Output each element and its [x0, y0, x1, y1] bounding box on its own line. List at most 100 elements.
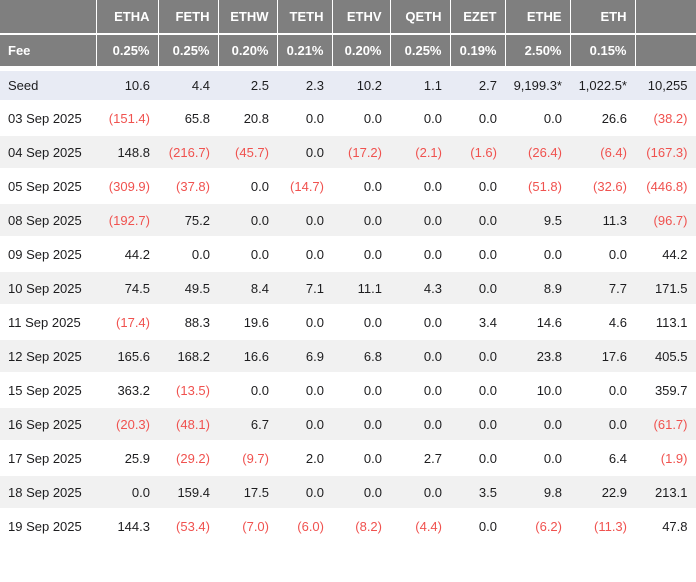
fee-cell: 0.19%	[449, 34, 505, 68]
flow-value-cell: (61.7)	[653, 416, 688, 432]
flow-value-cell: 0.0	[478, 246, 497, 262]
flow-value-cell: 0.0	[423, 178, 442, 194]
flow-value-cell: 11.3	[602, 212, 627, 228]
date-cell: 12 Sep 2025	[8, 348, 82, 364]
flow-value-cell: (29.2)	[176, 450, 210, 466]
fee-cell: 0.20%	[217, 34, 277, 68]
flow-value-cell: 65.8	[184, 110, 210, 126]
flow-value-cell: (38.2)	[653, 110, 688, 126]
seed-cell: 1,022.5*	[578, 77, 627, 93]
seed-row: Seed 10.6 4.4 2.5 2.3 10.2 1.1 2.7 9,199…	[0, 68, 696, 101]
flow-value-cell: 0.0	[478, 518, 497, 534]
seed-cell: 4.4	[191, 77, 210, 93]
flow-value-cell: 2.7	[423, 450, 442, 466]
seed-cell: 10.2	[356, 77, 382, 93]
flow-value-cell: (309.9)	[108, 178, 150, 194]
flow-value-cell: (17.4)	[116, 314, 150, 330]
flow-value-cell: 213.1	[654, 484, 688, 500]
table-row: 15 Sep 2025 363.2 (13.5) 0.0 0.0 0.0 0.0 0.0 10…	[0, 373, 696, 407]
date-cell: 09 Sep 2025	[8, 246, 82, 262]
table-row: 19 Sep 2025 144.3 (53.4) (7.0) (6.0) (8.2) (4…	[0, 509, 696, 543]
flow-value-cell: 0.0	[608, 382, 627, 398]
flow-value-cell: (6.4)	[600, 144, 627, 160]
etf-flows-table: ETHA FETH ETHW TETH ETHV QETH EZET ETHE …	[0, 0, 696, 544]
flow-value-cell: (446.8)	[646, 178, 688, 194]
seed-cell: 2.5	[250, 77, 269, 93]
flow-value-cell: (4.4)	[415, 518, 442, 534]
flow-value-cell: 0.0	[305, 382, 324, 398]
seed-row-label: Seed	[8, 77, 39, 93]
flow-value-cell: (37.8)	[176, 178, 210, 194]
flow-value-cell: 19.6	[243, 314, 269, 330]
flow-value-cell: 26.6	[601, 110, 627, 126]
flow-value-cell: 7.1	[305, 280, 324, 296]
column-header-qeth: QETH	[389, 0, 450, 34]
flow-value-cell: 363.2	[117, 382, 150, 398]
flow-value-cell: 0.0	[423, 382, 442, 398]
flow-value-cell: (2.1)	[415, 144, 442, 160]
flow-value-cell: 0.0	[363, 314, 382, 330]
flow-value-cell: 171.5	[654, 280, 688, 296]
flow-value-cell: 0.0	[305, 484, 324, 500]
flow-value-cell: 14.6	[536, 314, 562, 330]
fee-cell: 2.50%	[504, 34, 570, 68]
flow-value-cell: 0.0	[478, 212, 497, 228]
flow-value-cell: 0.0	[250, 246, 269, 262]
seed-cell: 2.7	[478, 77, 497, 93]
table-row: 16 Sep 2025 (20.3) (48.1) 6.7 0.0 0.0 0.0 0.0 0…	[0, 407, 696, 441]
flow-value-cell: (32.6)	[593, 178, 627, 194]
flow-value-cell: 0.0	[363, 110, 382, 126]
table-row: 18 Sep 2025 0.0 159.4 17.5 0.0 0.0 0.0 3.5 9.8 2…	[0, 475, 696, 509]
flow-value-cell: 159.4	[177, 484, 210, 500]
flow-value-cell: 0.0	[478, 416, 497, 432]
flow-value-cell: 9.8	[543, 484, 562, 500]
flow-value-cell: 6.9	[305, 348, 324, 364]
flow-value-cell: 0.0	[423, 110, 442, 126]
flow-value-cell: (1.9)	[660, 450, 688, 466]
flow-value-cell: 148.8	[117, 144, 150, 160]
date-cell: 11 Sep 2025	[8, 314, 81, 330]
flow-value-cell: (11.3)	[594, 518, 627, 534]
fee-row: Fee 0.25% 0.25% 0.20% 0.21% 0.20% 0.25% …	[0, 34, 696, 68]
date-cell: 18 Sep 2025	[8, 484, 82, 500]
flow-value-cell: 9.5	[543, 212, 562, 228]
flow-value-cell: 11.1	[357, 280, 382, 296]
flow-value-cell: 0.0	[543, 246, 562, 262]
flow-value-cell: 0.0	[305, 246, 324, 262]
fee-cell: 0.21%	[276, 34, 332, 68]
flow-value-cell: (151.4)	[108, 110, 150, 126]
flow-value-cell: 165.6	[117, 348, 150, 364]
flow-value-cell: 47.8	[662, 518, 688, 534]
flow-value-cell: 0.0	[608, 246, 627, 262]
seed-cell: 2.3	[305, 77, 324, 93]
flow-value-cell: 74.5	[124, 280, 150, 296]
column-header-ethe: ETHE	[504, 0, 570, 34]
table-row: 04 Sep 2025 148.8 (216.7) (45.7) 0.0 (17.2) (…	[0, 135, 696, 169]
flow-value-cell: (20.3)	[116, 416, 150, 432]
flow-value-cell: 0.0	[363, 416, 382, 432]
date-cell: 08 Sep 2025	[8, 212, 82, 228]
flow-value-cell: (167.3)	[646, 144, 688, 160]
flow-value-cell: 3.4	[478, 314, 497, 330]
corner-cell	[0, 0, 96, 34]
flow-value-cell: (48.1)	[176, 416, 210, 432]
flow-value-cell: (6.0)	[297, 518, 324, 534]
date-cell: 10 Sep 2025	[8, 280, 82, 296]
flow-value-cell: 168.2	[177, 348, 210, 364]
flow-value-cell: 23.8	[536, 348, 562, 364]
flow-value-cell: 0.0	[305, 314, 324, 330]
flow-value-cell: 0.0	[478, 178, 497, 194]
flow-value-cell: (1.6)	[470, 144, 497, 160]
fee-row-label: Fee	[8, 42, 31, 58]
flow-value-cell: 44.2	[124, 246, 150, 262]
flow-value-cell: 25.9	[124, 450, 150, 466]
flow-value-cell: 8.9	[543, 280, 562, 296]
flow-value-cell: 0.0	[363, 484, 382, 500]
flow-value-cell: 6.7	[250, 416, 269, 432]
flow-value-cell: 144.3	[117, 518, 150, 534]
flow-value-cell: 2.0	[305, 450, 324, 466]
flow-value-cell: (26.4)	[528, 144, 562, 160]
date-cell: 05 Sep 2025	[8, 178, 82, 194]
column-header-ethw: ETHW	[217, 0, 277, 34]
flow-value-cell: 49.5	[184, 280, 210, 296]
